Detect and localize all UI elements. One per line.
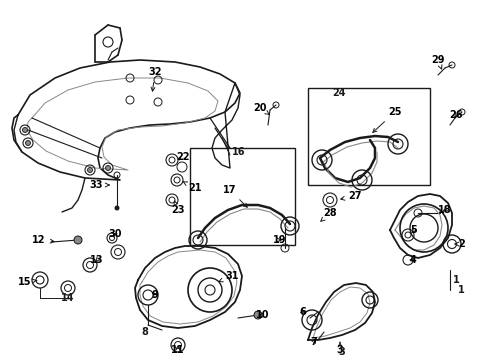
Text: 26: 26: [448, 110, 462, 120]
Text: 1: 1: [457, 285, 464, 295]
Circle shape: [253, 311, 262, 319]
Text: 11: 11: [171, 345, 184, 355]
Text: 20: 20: [253, 103, 269, 115]
Circle shape: [87, 167, 92, 172]
Bar: [307, 88, 429, 185]
Text: 24: 24: [331, 88, 345, 98]
Text: 32: 32: [148, 67, 162, 91]
Text: 23: 23: [171, 201, 184, 215]
Text: 17: 17: [223, 185, 247, 207]
Text: 5: 5: [410, 225, 417, 235]
Text: 13: 13: [90, 255, 103, 265]
Text: 2: 2: [454, 239, 465, 249]
Text: 33: 33: [89, 180, 109, 190]
Circle shape: [105, 166, 110, 171]
Circle shape: [25, 140, 30, 145]
Text: 12: 12: [32, 235, 54, 245]
Text: 15: 15: [18, 277, 37, 287]
Text: 25: 25: [372, 107, 401, 132]
Text: 30: 30: [108, 229, 121, 239]
Text: 4: 4: [409, 255, 415, 265]
Text: 3: 3: [336, 342, 343, 355]
Text: 29: 29: [430, 55, 444, 69]
Text: 19: 19: [273, 235, 286, 245]
Text: 7: 7: [310, 337, 317, 347]
Text: 16: 16: [231, 147, 245, 157]
Text: 18: 18: [437, 205, 451, 215]
Text: 6: 6: [299, 307, 306, 317]
Text: 3: 3: [338, 347, 345, 357]
Text: 28: 28: [320, 208, 336, 221]
Text: 31: 31: [219, 271, 238, 282]
Text: 8: 8: [141, 327, 148, 337]
Text: 21: 21: [183, 181, 202, 193]
Circle shape: [22, 127, 27, 132]
Text: 10: 10: [256, 310, 269, 320]
Text: 14: 14: [61, 293, 75, 303]
Text: 1: 1: [452, 275, 459, 285]
Text: 22: 22: [176, 152, 189, 162]
Text: 9: 9: [151, 290, 158, 300]
Text: 27: 27: [340, 191, 361, 201]
Circle shape: [74, 236, 82, 244]
Circle shape: [115, 206, 119, 210]
Bar: [190, 148, 294, 245]
